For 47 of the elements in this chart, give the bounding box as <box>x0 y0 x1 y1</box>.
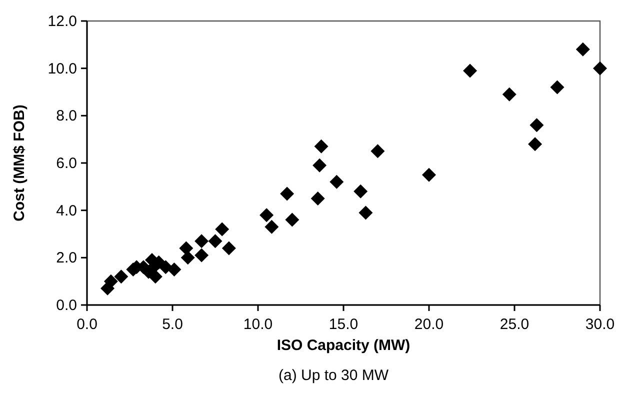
point <box>314 139 328 154</box>
point <box>576 42 590 56</box>
x-tick-label: 25.0 <box>500 316 530 333</box>
point <box>550 80 564 94</box>
point <box>167 262 182 276</box>
y-tick-label: 12.0 <box>48 13 77 30</box>
point <box>179 241 194 256</box>
point <box>463 64 478 78</box>
point <box>285 212 300 227</box>
y-tick-label: 10.0 <box>48 60 77 78</box>
point <box>194 234 209 248</box>
y-tick-label: 6.0 <box>56 155 77 172</box>
x-tick-label: 15.0 <box>328 316 358 333</box>
point <box>114 270 128 284</box>
x-tick-label: 5.0 <box>162 316 183 333</box>
point <box>312 158 327 172</box>
point <box>208 234 222 248</box>
x-tick-label: 30.0 <box>585 316 615 333</box>
point <box>148 270 162 284</box>
y-tick-label: 8.0 <box>56 108 77 125</box>
point <box>530 118 544 132</box>
point <box>222 241 236 256</box>
point <box>370 144 385 158</box>
y-tick-label: 0.0 <box>56 297 77 314</box>
point <box>528 137 542 152</box>
x-tick-label: 20.0 <box>414 316 444 333</box>
point <box>194 248 209 262</box>
point <box>104 274 118 288</box>
point <box>502 87 516 102</box>
point <box>354 184 368 198</box>
point <box>593 61 607 76</box>
point <box>264 220 279 234</box>
point <box>180 250 195 265</box>
point <box>310 192 325 206</box>
point <box>215 222 230 236</box>
x-tick-label: 0.0 <box>76 316 98 333</box>
point <box>260 208 274 222</box>
y-axis-title: Cost (MM$ FOB) <box>11 104 28 222</box>
y-tick-label: 4.0 <box>56 202 77 220</box>
point <box>330 174 344 189</box>
y-tick-label: 2.0 <box>56 250 77 267</box>
point <box>422 168 436 182</box>
point <box>358 206 373 220</box>
text: (a) Up to 30 MW <box>278 367 390 384</box>
x-axis-title: ISO Capacity (MW) <box>276 337 410 354</box>
x-tick-label: 10.0 <box>243 316 273 333</box>
point <box>280 186 294 201</box>
